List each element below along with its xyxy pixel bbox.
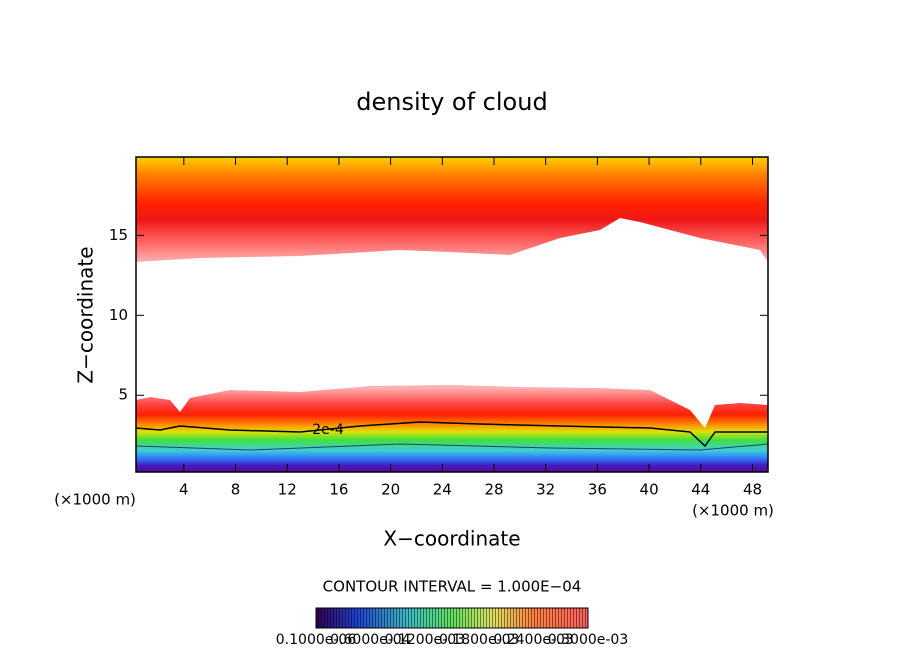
x-tick-label: 20 (381, 481, 400, 499)
contour-line (135, 421, 768, 448)
colorbar-label: 0.2400e-03 (493, 632, 573, 648)
contour-interval: CONTOUR INTERVAL = 1.000E−04 (323, 578, 582, 596)
x-tick-label: 40 (640, 481, 659, 499)
x-tick-label: 8 (231, 481, 241, 499)
contour-line (135, 443, 769, 451)
x-tick-label: 48 (743, 481, 762, 499)
x-tick-label: 4 (179, 481, 189, 499)
colorbar-label: 0.1800e-03 (439, 632, 519, 648)
x-axis-label: X−coordinate (383, 527, 520, 551)
x-tick-label: 28 (484, 481, 503, 499)
colorbar-stripes (316, 608, 588, 628)
x-tick-label: 44 (691, 481, 710, 499)
y-axis-label: Z−coordinate (74, 246, 98, 383)
x-tick-label: 16 (329, 481, 348, 499)
x-tick-label: 36 (588, 481, 607, 499)
x-tick-label: 24 (433, 481, 452, 499)
x-unit: (×1000 m) (54, 491, 136, 509)
y-tick-label: 15 (109, 226, 128, 244)
colorbar-label: 0.1200e-03 (385, 632, 465, 648)
field-top (136, 157, 768, 262)
colorbar-label: 0.6000e-04 (330, 632, 411, 648)
x-tick-label: 32 (536, 481, 555, 499)
plot-frame (135, 156, 769, 473)
chart-title: density of cloud (356, 88, 547, 116)
x-tick-label: 12 (278, 481, 297, 499)
contour-label: 2e-4 (312, 422, 344, 438)
y-tick-label: 5 (118, 386, 128, 404)
field-bottom (136, 385, 768, 472)
colorbar-label: 0.3000e-03 (548, 632, 628, 648)
x-unit: (×1000 m) (692, 502, 774, 520)
y-tick-label: 10 (109, 306, 128, 324)
colorbar-label: 0.1000e-06 (276, 632, 357, 648)
